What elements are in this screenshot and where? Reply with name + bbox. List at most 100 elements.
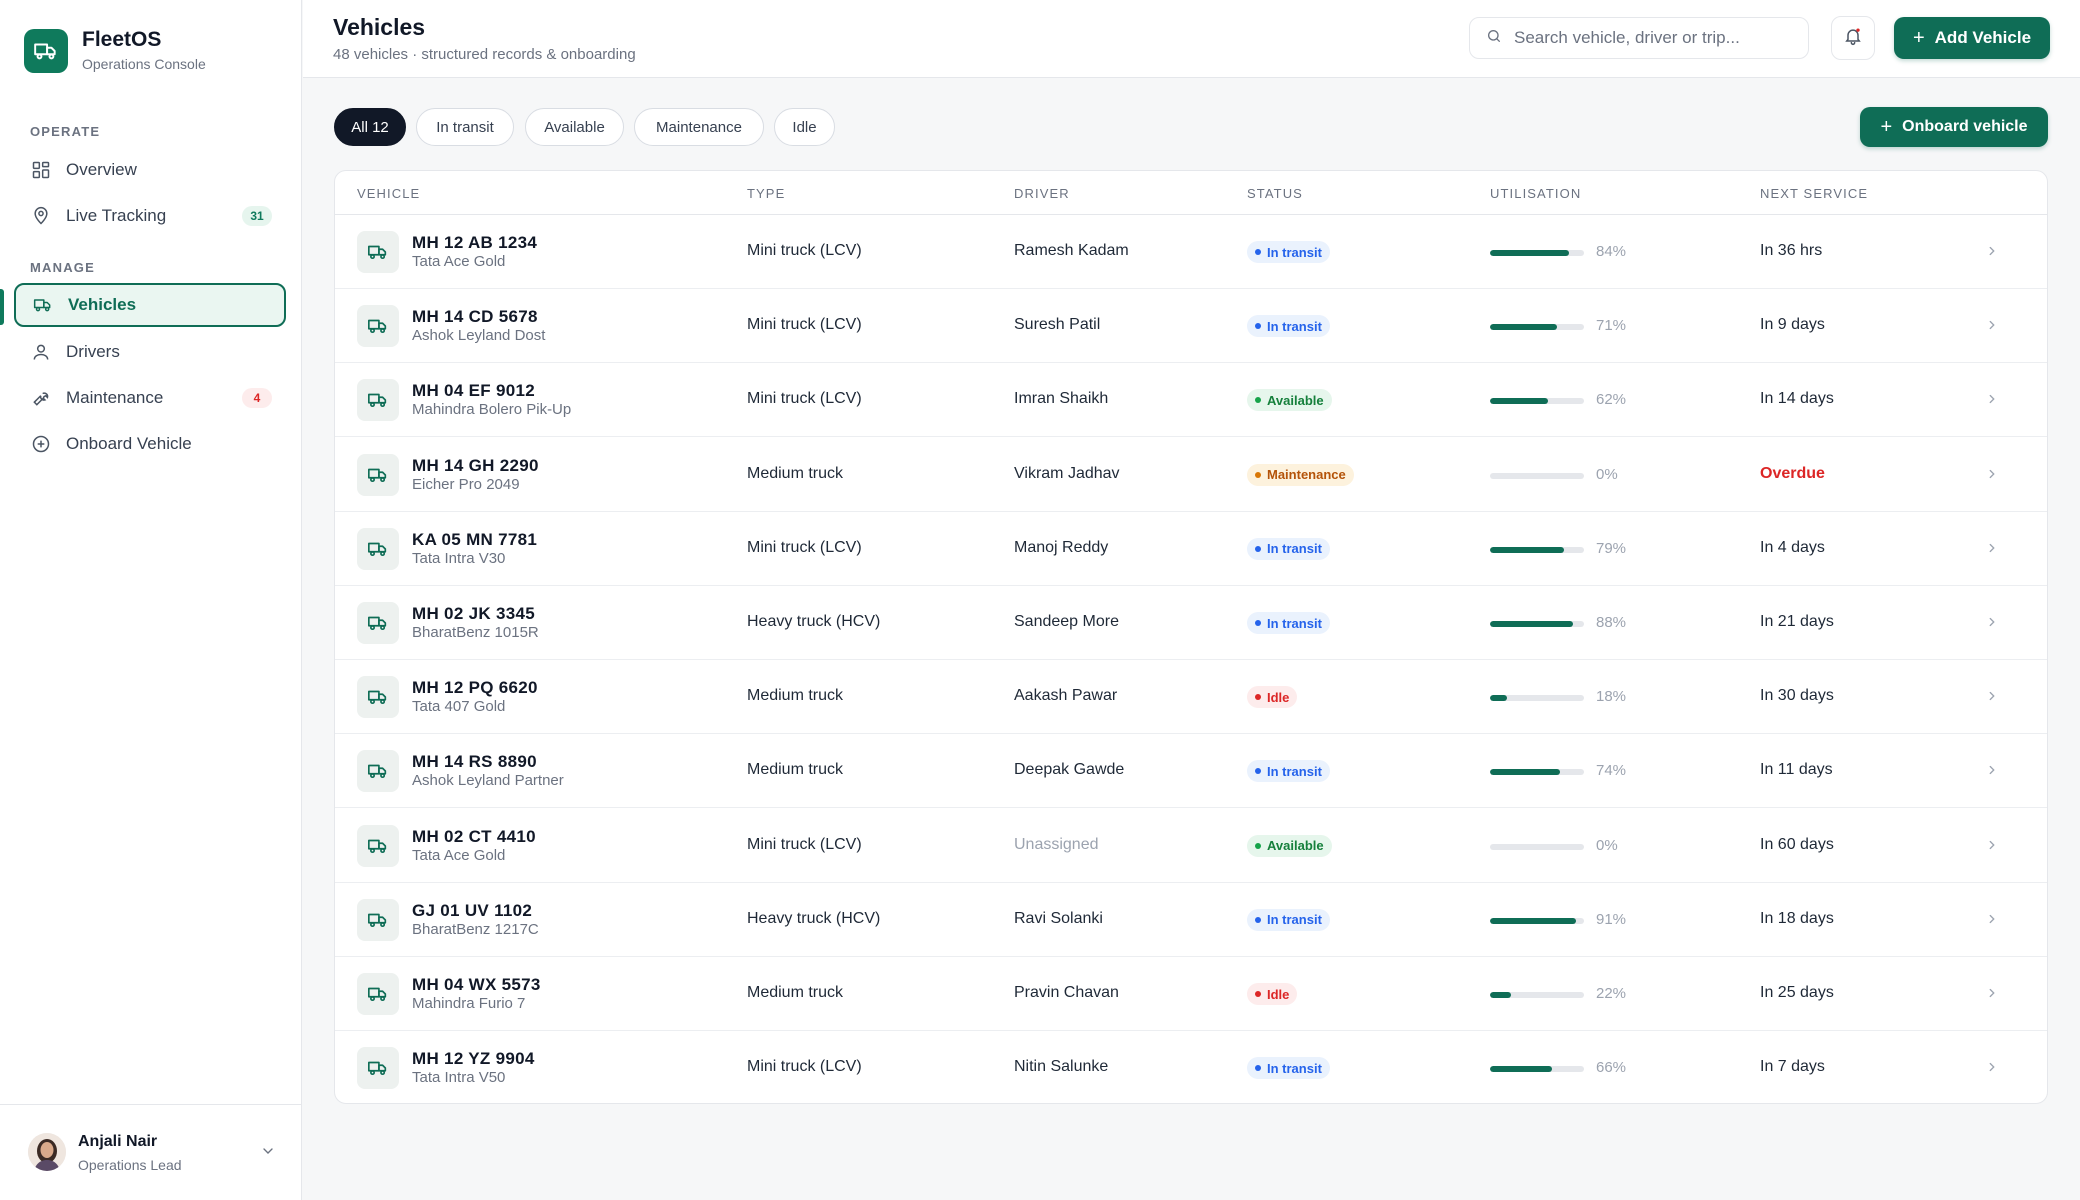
status-label: Idle (1267, 689, 1290, 705)
sidebar-item-maintenance[interactable]: Maintenance 4 (14, 376, 286, 420)
driver-name: Nitin Salunke (1014, 1058, 1109, 1076)
utilisation-bar (1490, 769, 1584, 776)
truck-icon (32, 294, 54, 316)
status-badge: Maintenance (1247, 463, 1354, 486)
table-row[interactable]: MH 04 WX 5573 Mahindra Furio 7 Medium truc… (335, 957, 2047, 1031)
next-service: In 9 days (1760, 316, 1825, 334)
bell-icon (1843, 26, 1863, 51)
top-header: Vehicles 48 vehicles · structured record… (303, 0, 2080, 78)
table-row[interactable]: MH 12 YZ 9904 Tata Intra V50 Mini truck (L… (335, 1031, 2047, 1103)
search-box[interactable] (1469, 17, 1809, 59)
utilisation-fill (1490, 398, 1549, 405)
vehicle-model: Tata Ace Gold (412, 253, 506, 270)
chevron-right-icon[interactable] (1985, 318, 1999, 337)
user-menu[interactable]: Anjali Nair Operations Lead (0, 1104, 302, 1200)
truck-icon (357, 527, 399, 570)
active-indicator (0, 289, 4, 325)
filter-in-transit[interactable]: In transit (416, 108, 514, 146)
vehicle-plate: MH 12 AB 1234 (412, 233, 538, 252)
truck-icon (357, 750, 399, 793)
utilisation-percent: 0% (1596, 836, 1618, 854)
add-vehicle-button[interactable]: + Add Vehicle (1894, 17, 2050, 59)
utilisation-percent: 22% (1596, 985, 1627, 1002)
table-row[interactable]: MH 12 AB 1234 Tata Ace Gold Mini truck (LC… (335, 215, 2047, 289)
filter-idle[interactable]: Idle (774, 108, 835, 146)
vehicle-model: Mahindra Bolero Pik-Up (412, 401, 572, 419)
table-row[interactable]: MH 02 CT 4410 Tata Ace Gold Mini truck (LC… (335, 809, 2047, 883)
table-row[interactable]: MH 02 JK 3345 BharatBenz 1015R Heavy truck… (335, 586, 2047, 660)
sidebar-item-live-tracking[interactable]: Live Tracking 31 (14, 194, 286, 238)
truck-icon (357, 898, 399, 941)
utilisation-percent: 71% (1596, 317, 1627, 335)
chevron-right-icon[interactable] (1985, 615, 1999, 634)
sidebar-item-drivers[interactable]: Drivers (14, 330, 286, 374)
vehicle-type: Mini truck (LCV) (747, 390, 862, 408)
truck-icon (357, 453, 399, 496)
driver-name: Unassigned (1014, 835, 1099, 853)
table-row[interactable]: MH 12 PQ 6620 Tata 407 Gold Medium truck Aa… (335, 660, 2047, 735)
chevron-right-icon[interactable] (1985, 467, 1999, 486)
vehicle-plate: MH 14 GH 2290 (412, 455, 539, 475)
filter-all[interactable]: All 12 (334, 108, 406, 146)
table-row[interactable]: MH 14 GH 2290 Eicher Pro 2049 Medium truck… (335, 438, 2047, 512)
chevron-right-icon[interactable] (1985, 244, 1999, 263)
table-row[interactable]: KA 05 MN 7781 Tata Intra V30 Mini truck (L… (335, 512, 2047, 586)
search-input[interactable] (1514, 28, 1794, 48)
plus-icon: + (1912, 27, 1925, 49)
column-header: UTILISATION (1490, 186, 1582, 201)
next-service: In 25 days (1760, 984, 1834, 1001)
notifications-button[interactable] (1831, 16, 1875, 60)
utilisation-fill (1490, 324, 1557, 331)
driver-name: Manoj Reddy (1014, 538, 1109, 556)
status-label: In transit (1267, 615, 1322, 631)
vehicle-type: Heavy truck (HCV) (747, 613, 881, 630)
filter-maintenance[interactable]: Maintenance (634, 108, 764, 146)
status-label: In transit (1267, 912, 1322, 928)
count-badge: 4 (242, 388, 272, 408)
chevron-right-icon[interactable] (1985, 912, 1999, 931)
status-badge: In transit (1247, 315, 1330, 338)
driver-name: Vikram Jadhav (1014, 464, 1120, 482)
vehicle-model: Ashok Leyland Partner (412, 772, 564, 790)
truck-icon (357, 973, 399, 1015)
chevron-right-icon[interactable] (1985, 838, 1999, 857)
chevron-right-icon[interactable] (1985, 392, 1999, 411)
table-row[interactable]: MH 04 EF 9012 Mahindra Bolero Pik-Up Mini … (335, 363, 2047, 438)
chevron-right-icon[interactable] (1985, 541, 1999, 560)
chevron-right-icon[interactable] (1985, 1060, 1999, 1079)
onboard-vehicle-button[interactable]: + Onboard vehicle (1860, 107, 2048, 147)
sidebar-item-overview[interactable]: Overview (14, 148, 286, 192)
chevron-right-icon[interactable] (1985, 689, 1999, 708)
truck-icon (357, 824, 399, 867)
chevron-right-icon[interactable] (1985, 763, 1999, 782)
filter-available[interactable]: Available (525, 108, 624, 146)
chevron-right-icon[interactable] (1985, 986, 1999, 1005)
utilisation-bar (1490, 250, 1584, 256)
sidebar-item-onboard-vehicle[interactable]: Onboard Vehicle (14, 422, 286, 466)
vehicle-model: Mahindra Furio 7 (412, 995, 526, 1012)
sidebar-item-label: Onboard Vehicle (66, 434, 192, 453)
status-dot (1255, 249, 1261, 255)
utilisation-percent: 74% (1596, 762, 1627, 780)
vehicle-type: Heavy truck (HCV) (747, 909, 881, 927)
table-row[interactable]: GJ 01 UV 1102 BharatBenz 1217C Heavy truck… (335, 883, 2047, 957)
vehicle-model: Eicher Pro 2049 (412, 475, 520, 493)
column-header: VEHICLE (357, 186, 421, 201)
status-badge: Available (1247, 389, 1332, 412)
vehicle-type: Mini truck (LCV) (747, 316, 862, 334)
vehicle-plate: MH 12 PQ 6620 (412, 678, 538, 698)
chevron-down-icon (260, 1143, 276, 1164)
utilisation-fill (1490, 695, 1507, 702)
vehicle-plate: GJ 01 UV 1102 (412, 900, 533, 920)
vehicle-type: Medium truck (747, 464, 844, 482)
status-badge: In transit (1247, 1057, 1330, 1080)
next-service: In 36 hrs (1760, 242, 1823, 259)
table-row[interactable]: MH 14 CD 5678 Ashok Leyland Dost Mini truc… (335, 289, 2047, 364)
brand[interactable]: FleetOS Operations Console (24, 28, 206, 74)
wrench-icon (30, 387, 52, 409)
sidebar-item-vehicles[interactable]: Vehicles (14, 283, 286, 327)
table-row[interactable]: MH 14 RS 8890 Ashok Leyland Partner Medium… (335, 734, 2047, 809)
utilisation-percent: 91% (1596, 910, 1627, 928)
map-pin-icon (30, 205, 52, 227)
sidebar-item-label: Vehicles (68, 295, 137, 314)
